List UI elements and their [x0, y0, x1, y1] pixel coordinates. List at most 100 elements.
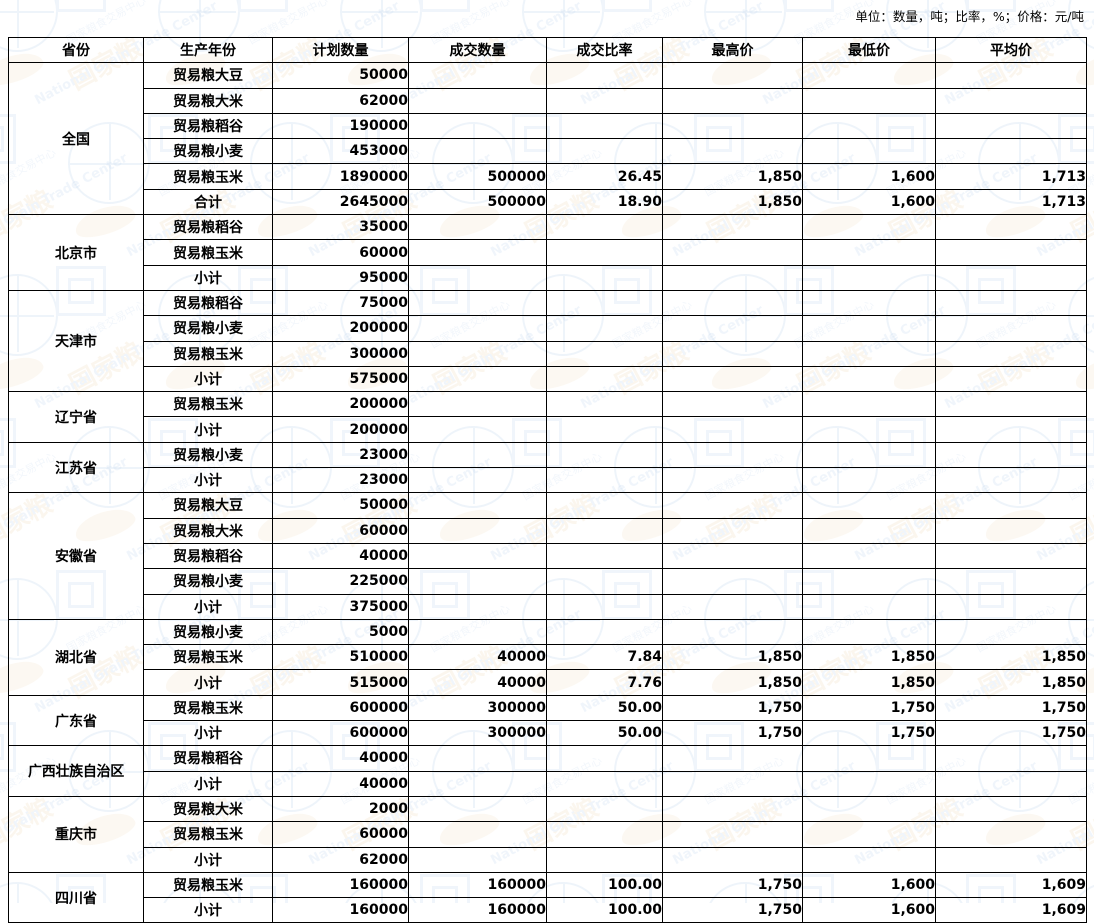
cell-avg-price: 1,850: [935, 644, 1087, 671]
cell-deal-qty: [408, 441, 547, 469]
province-cell: 重庆市: [8, 795, 144, 873]
cell-high-price: [662, 62, 803, 89]
category-cell: 贸易粮玉米: [143, 239, 273, 266]
cell-avg-price: [935, 795, 1087, 823]
cell-plan-qty: 160000: [272, 871, 409, 899]
cell-deal-qty: [408, 542, 547, 570]
cell-plan-qty: 75000: [272, 289, 409, 317]
category-cell: 贸易粮稻谷: [143, 542, 273, 570]
table-row: 贸易粮大米 62000: [9, 87, 1087, 114]
cell-deal-qty: 300000: [408, 720, 547, 747]
cell-high-price: [662, 264, 803, 291]
cell-low-price: 1,600: [802, 871, 936, 899]
cell-deal-qty: [408, 138, 547, 165]
category-cell: 贸易粮小麦: [143, 568, 273, 595]
category-cell: 贸易粮大豆: [143, 62, 273, 89]
cell-low-price: [802, 264, 936, 291]
cell-deal-qty: [408, 391, 547, 418]
table-row: 全国 贸易粮大豆 50000: [8, 62, 1087, 216]
category-cell: 贸易粮稻谷: [143, 112, 273, 140]
cell-high-price: [662, 492, 803, 519]
table-row: 四川省 贸易粮玉米 160000 160000 100.00 1,750 1,600 1,60…: [8, 871, 1087, 923]
cell-deal-ratio: 18.90: [546, 188, 663, 216]
cell-plan-qty: 35000: [272, 214, 409, 241]
cell-plan-qty: 600000: [272, 720, 409, 747]
province-cell: 江苏省: [8, 441, 144, 494]
category-cell: 贸易粮玉米: [143, 694, 273, 722]
cell-avg-price: 1,609: [935, 871, 1087, 899]
cell-plan-qty: 62000: [272, 87, 409, 114]
cell-deal-ratio: [546, 770, 663, 797]
cell-deal-ratio: [546, 391, 663, 418]
cell-avg-price: [935, 315, 1087, 342]
cell-avg-price: [935, 112, 1087, 140]
cell-low-price: [802, 214, 936, 241]
cell-deal-qty: [408, 492, 547, 519]
cell-deal-qty: [408, 745, 547, 772]
cell-plan-qty: 62000: [272, 846, 409, 873]
subtotal-label-cell: 小计: [143, 365, 273, 393]
table-row: 小计 600000 300000 50.00 1,750 1,750 1,750: [9, 720, 1087, 747]
cell-deal-ratio: [546, 846, 663, 873]
cell-low-price: [802, 745, 936, 772]
cell-low-price: [802, 391, 936, 418]
cell-deal-qty: [408, 618, 547, 646]
cell-high-price: [662, 568, 803, 595]
cell-deal-qty: [408, 821, 547, 848]
cell-plan-qty: 40000: [272, 770, 409, 797]
subtotal-label-cell: 小计: [143, 897, 273, 923]
cell-low-price: [802, 340, 936, 367]
cell-deal-ratio: 100.00: [546, 897, 663, 923]
cell-deal-ratio: [546, 239, 663, 266]
cell-avg-price: [935, 593, 1087, 620]
cell-deal-ratio: 26.45: [546, 163, 663, 190]
table-row: 贸易粮玉米 510000 40000 7.84 1,850 1,850 1,850: [9, 644, 1087, 671]
cell-deal-qty: [408, 365, 547, 393]
cell-low-price: [802, 821, 936, 848]
unit-note: 单位：数量，吨；比率，%；价格：元/吨: [855, 9, 1084, 24]
cell-deal-qty: [408, 517, 547, 544]
cell-low-price: 1,600: [802, 188, 936, 216]
table-row: 小计 40000: [9, 770, 1087, 797]
cell-deal-ratio: [546, 62, 663, 89]
cell-low-price: 1,750: [802, 720, 936, 747]
cell-avg-price: [935, 62, 1087, 89]
table-row: 贸易粮小麦 453000: [9, 138, 1087, 165]
column-header-deal-qty: 成交数量: [408, 36, 547, 64]
table-row: 小计 375000: [9, 593, 1087, 620]
cell-avg-price: [935, 239, 1087, 266]
cell-plan-qty: 2000: [272, 795, 409, 823]
cell-plan-qty: 23000: [272, 441, 409, 469]
cell-deal-qty: [408, 87, 547, 114]
cell-deal-qty: [408, 593, 547, 620]
cell-deal-qty: [408, 112, 547, 140]
table-row: 贸易粮小麦 225000: [9, 568, 1087, 595]
cell-avg-price: [935, 264, 1087, 291]
cell-deal-qty: [408, 62, 547, 89]
cell-high-price: [662, 618, 803, 646]
cell-deal-ratio: [546, 593, 663, 620]
cell-plan-qty: 515000: [272, 669, 409, 696]
table-row: 小计 95000: [9, 264, 1087, 291]
province-cell: 天津市: [8, 289, 144, 393]
cell-deal-ratio: [546, 365, 663, 393]
category-cell: 贸易粮小麦: [143, 138, 273, 165]
cell-deal-qty: [408, 340, 547, 367]
cell-avg-price: 1,750: [935, 694, 1087, 722]
province-cell: 安徽省: [8, 492, 144, 620]
cell-plan-qty: 300000: [272, 340, 409, 367]
table-row: 贸易粮小麦 200000: [9, 315, 1087, 342]
cell-deal-ratio: [546, 467, 663, 494]
cell-plan-qty: 5000: [272, 618, 409, 646]
cell-avg-price: 1,609: [935, 897, 1087, 923]
cell-avg-price: [935, 846, 1087, 873]
cell-plan-qty: 375000: [272, 593, 409, 620]
cell-high-price: [662, 517, 803, 544]
table-row: 贸易粮大米 60000: [9, 517, 1087, 544]
cell-avg-price: [935, 467, 1087, 494]
cell-avg-price: [935, 618, 1087, 646]
cell-low-price: [802, 138, 936, 165]
cell-high-price: [662, 87, 803, 114]
cell-plan-qty: 200000: [272, 391, 409, 418]
cell-avg-price: 1,850: [935, 669, 1087, 696]
